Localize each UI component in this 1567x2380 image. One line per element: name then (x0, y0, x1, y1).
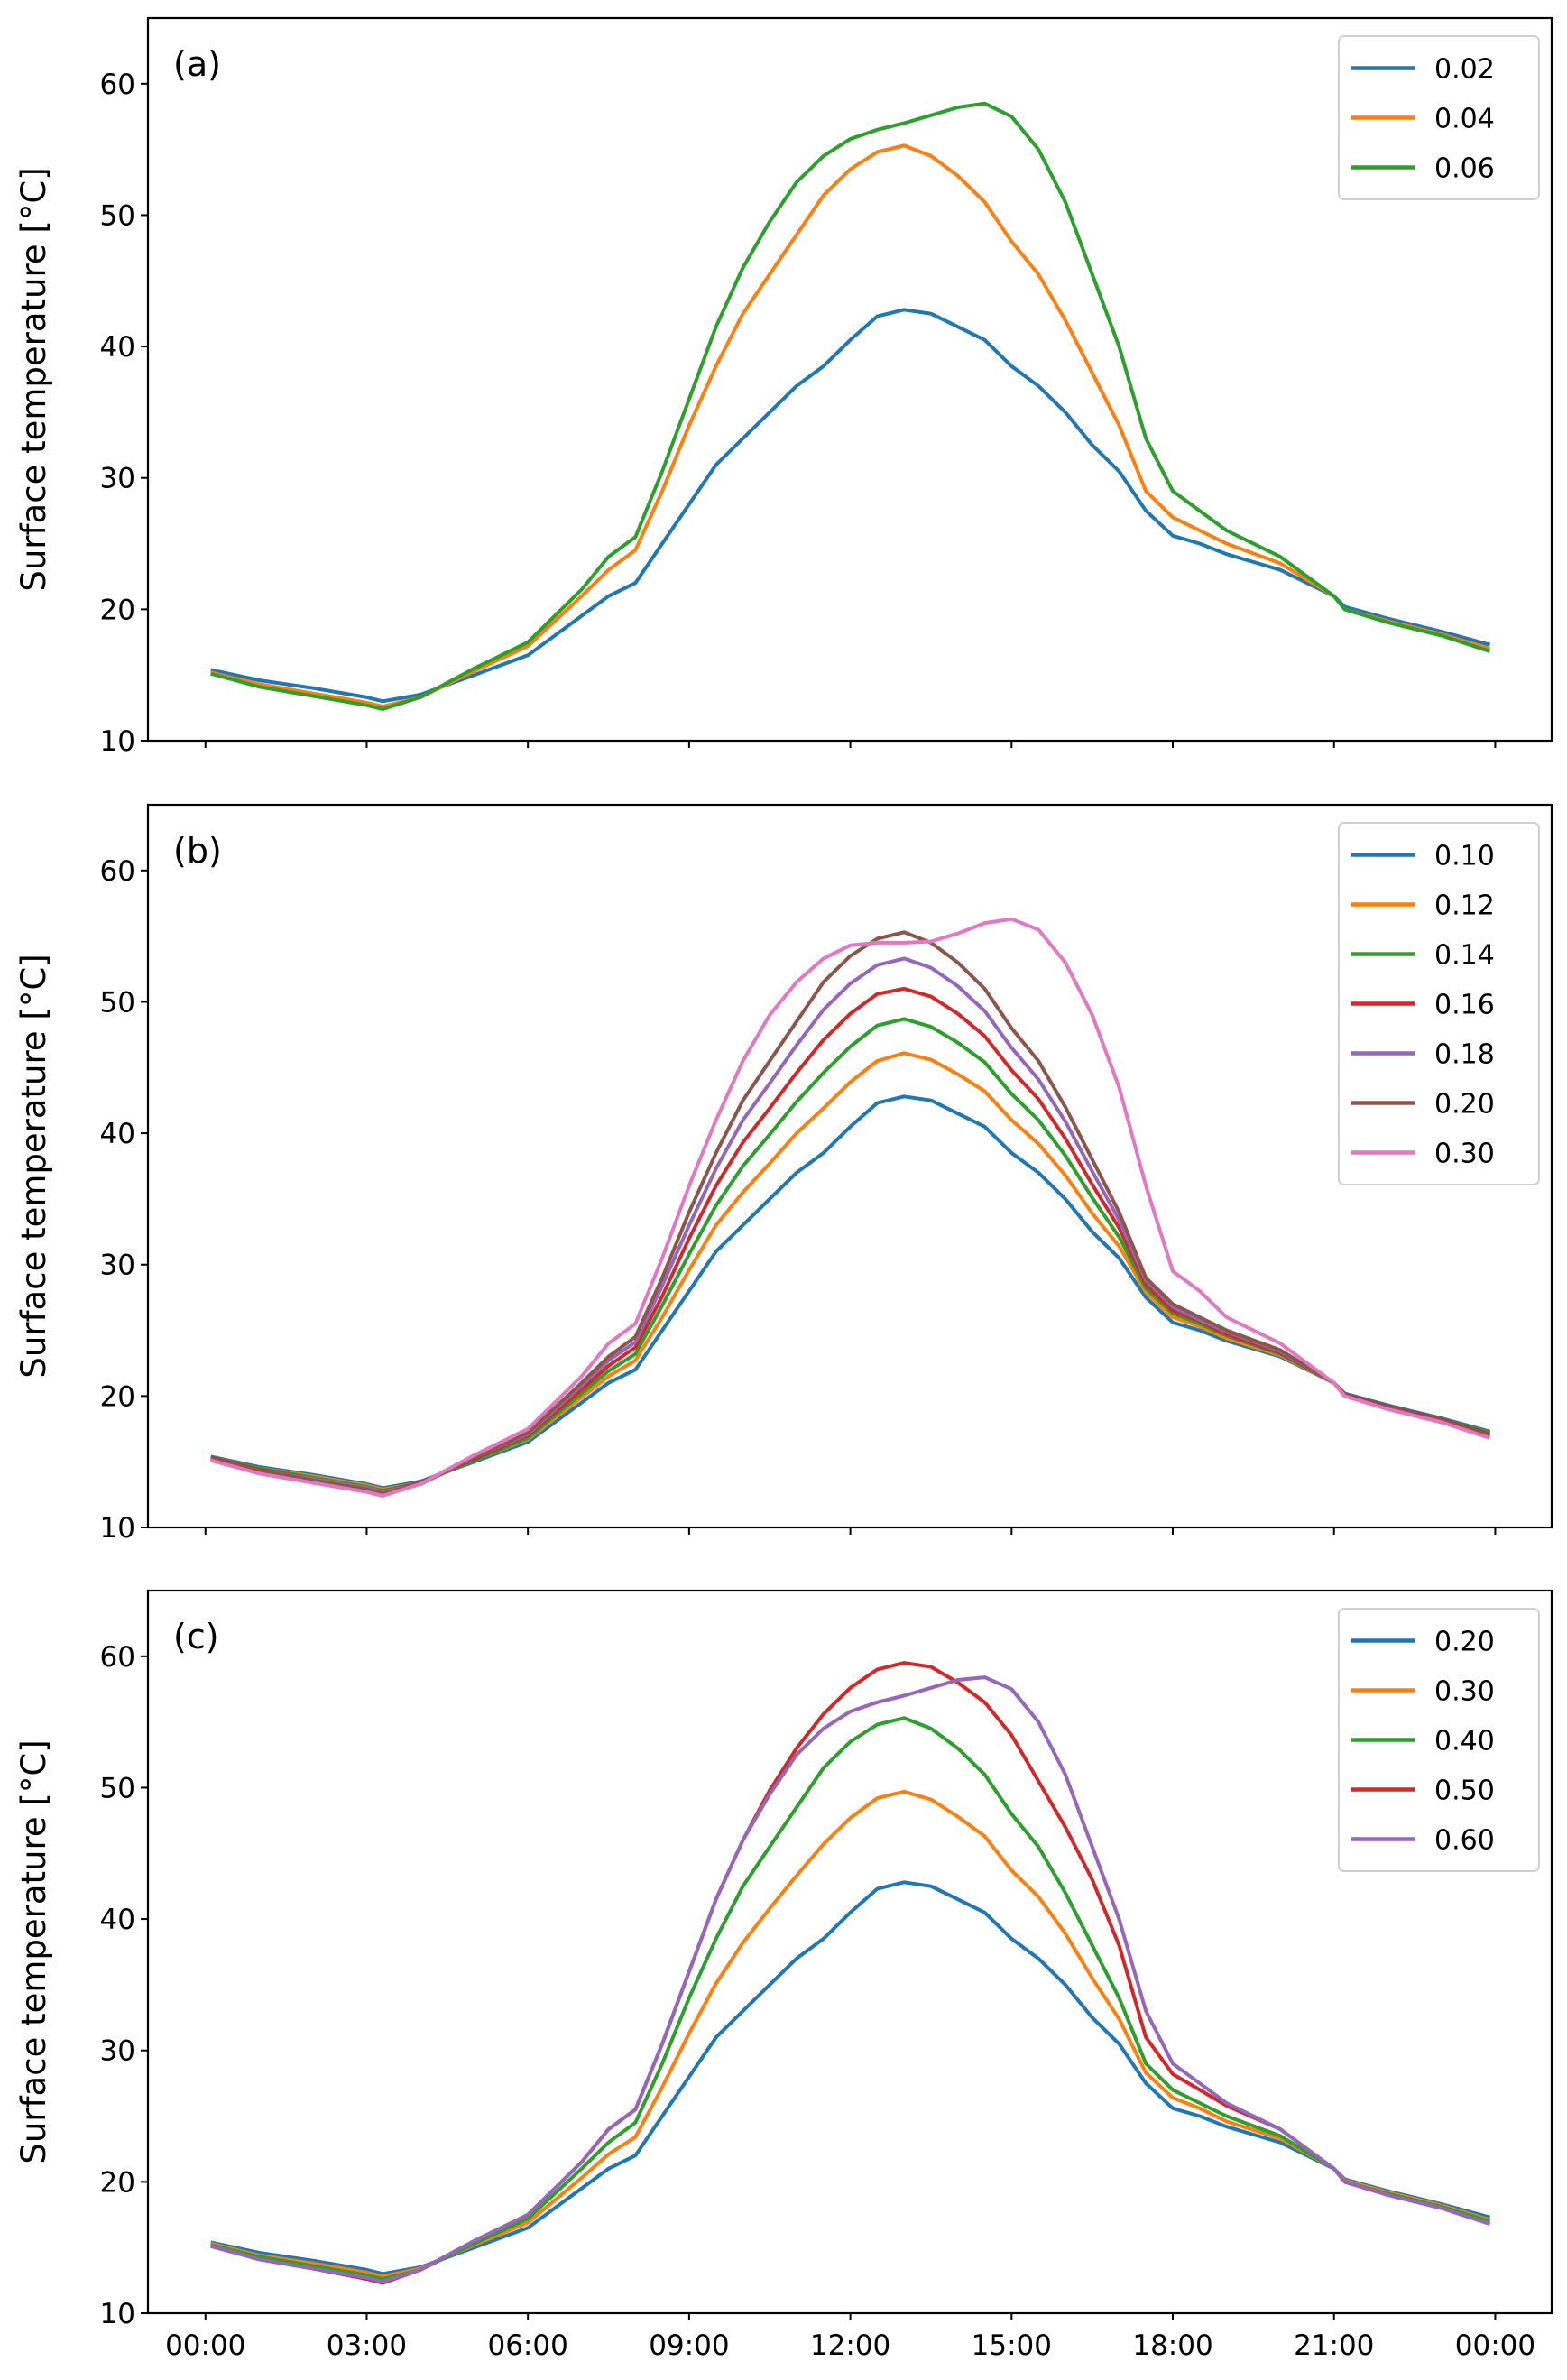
legend-label: 0.20 (1434, 1089, 1495, 1121)
legend-label: 0.40 (1434, 1726, 1495, 1757)
x-tick-label: 18:00 (1132, 2329, 1212, 2362)
series-line-0.06 (210, 101, 1491, 711)
panel-c: 10 20 30 40 50 60 00:00 03:00 06:00 09:00 12:00 15:… (14, 1589, 1553, 2362)
legend-box (1338, 1608, 1540, 1872)
legend-box (1338, 35, 1540, 200)
x-tick-label: 09:00 (649, 2329, 729, 2362)
x-tick-label: 00:00 (165, 2329, 245, 2362)
series-line-0.40 (210, 1716, 1491, 2282)
legend-label: 0.06 (1434, 153, 1495, 185)
panel-b: 10 20 30 40 50 60 Surface temperature [°C] (b) 0… (14, 803, 1553, 1545)
panel-label: (b) (173, 831, 222, 871)
y-tick-label: 30 (100, 2035, 135, 2068)
series-line-0.30 (210, 917, 1491, 1498)
legend-label: 0.20 (1434, 1627, 1495, 1658)
panel-label: (a) (173, 44, 221, 84)
y-tick-label: 50 (100, 1772, 135, 1804)
legend-label: 0.14 (1434, 940, 1495, 972)
series-line-0.10 (210, 1094, 1491, 1490)
legend-label: 0.30 (1434, 1139, 1495, 1170)
series-line-0.16 (210, 986, 1491, 1494)
x-tick-label: 03:00 (327, 2329, 407, 2362)
series-line-0.12 (210, 1051, 1491, 1491)
legend-label: 0.18 (1434, 1039, 1495, 1071)
legend: 0.20 0.30 0.40 0.50 0.60 (1338, 1608, 1540, 1872)
legend-label: 0.60 (1434, 1825, 1495, 1857)
series-line-0.50 (210, 1661, 1491, 2285)
legend-label: 0.10 (1434, 841, 1495, 872)
series-line-0.04 (210, 143, 1491, 709)
y-tick-label: 50 (100, 986, 135, 1019)
series-group (210, 917, 1491, 1498)
y-tick-label: 10 (100, 2298, 135, 2330)
legend-label: 0.02 (1434, 54, 1495, 86)
legend-label: 0.12 (1434, 890, 1495, 922)
y-axis-label: Surface temperature [°C] (14, 167, 53, 591)
y-tick-label: 10 (100, 1512, 135, 1545)
series-line-0.20 (210, 1880, 1491, 2276)
y-tick-label: 60 (100, 69, 135, 101)
series-group (210, 101, 1491, 711)
legend-box (1338, 822, 1540, 1185)
x-tick-label: 06:00 (487, 2329, 567, 2362)
y-tick-label: 40 (100, 1118, 135, 1150)
series-line-0.14 (210, 1017, 1491, 1493)
y-tick-label: 50 (100, 199, 135, 232)
x-tick-label: 00:00 (1455, 2329, 1535, 2362)
y-tick-label: 20 (100, 2166, 135, 2199)
series-line-0.60 (210, 1675, 1491, 2283)
y-tick-label: 40 (100, 1904, 135, 1936)
x-tick-label: 12:00 (810, 2329, 890, 2362)
y-tick-label: 60 (100, 1641, 135, 1674)
series-line-0.02 (210, 308, 1491, 704)
x-tick-label: 21:00 (1294, 2329, 1374, 2362)
legend-label: 0.30 (1434, 1676, 1495, 1708)
panel-label: (c) (173, 1617, 219, 1656)
panel-a: 10 20 30 40 50 60 Surface temperature [°C] (a) 0… (14, 16, 1553, 758)
y-tick-label: 60 (100, 855, 135, 888)
series-line-0.18 (210, 956, 1491, 1494)
series-line-0.20 (210, 930, 1491, 1496)
legend-label: 0.04 (1434, 104, 1495, 135)
series-group (210, 1661, 1491, 2285)
y-tick-label: 20 (100, 594, 135, 626)
y-tick-label: 40 (100, 331, 135, 364)
y-tick-label: 20 (100, 1380, 135, 1413)
x-tick-label: 15:00 (972, 2329, 1052, 2362)
y-axis-label: Surface temperature [°C] (14, 954, 53, 1378)
legend: 0.02 0.04 0.06 (1338, 35, 1540, 200)
y-tick-label: 10 (100, 725, 135, 758)
series-line-0.30 (210, 1789, 1491, 2279)
y-axis-label: Surface temperature [°C] (14, 1739, 53, 2163)
y-tick-label: 30 (100, 463, 135, 495)
legend-label: 0.16 (1434, 990, 1495, 1021)
legend-label: 0.50 (1434, 1776, 1495, 1807)
y-tick-label: 30 (100, 1250, 135, 1282)
legend: 0.10 0.12 0.14 0.16 0.18 0.20 0.30 (1338, 822, 1540, 1185)
